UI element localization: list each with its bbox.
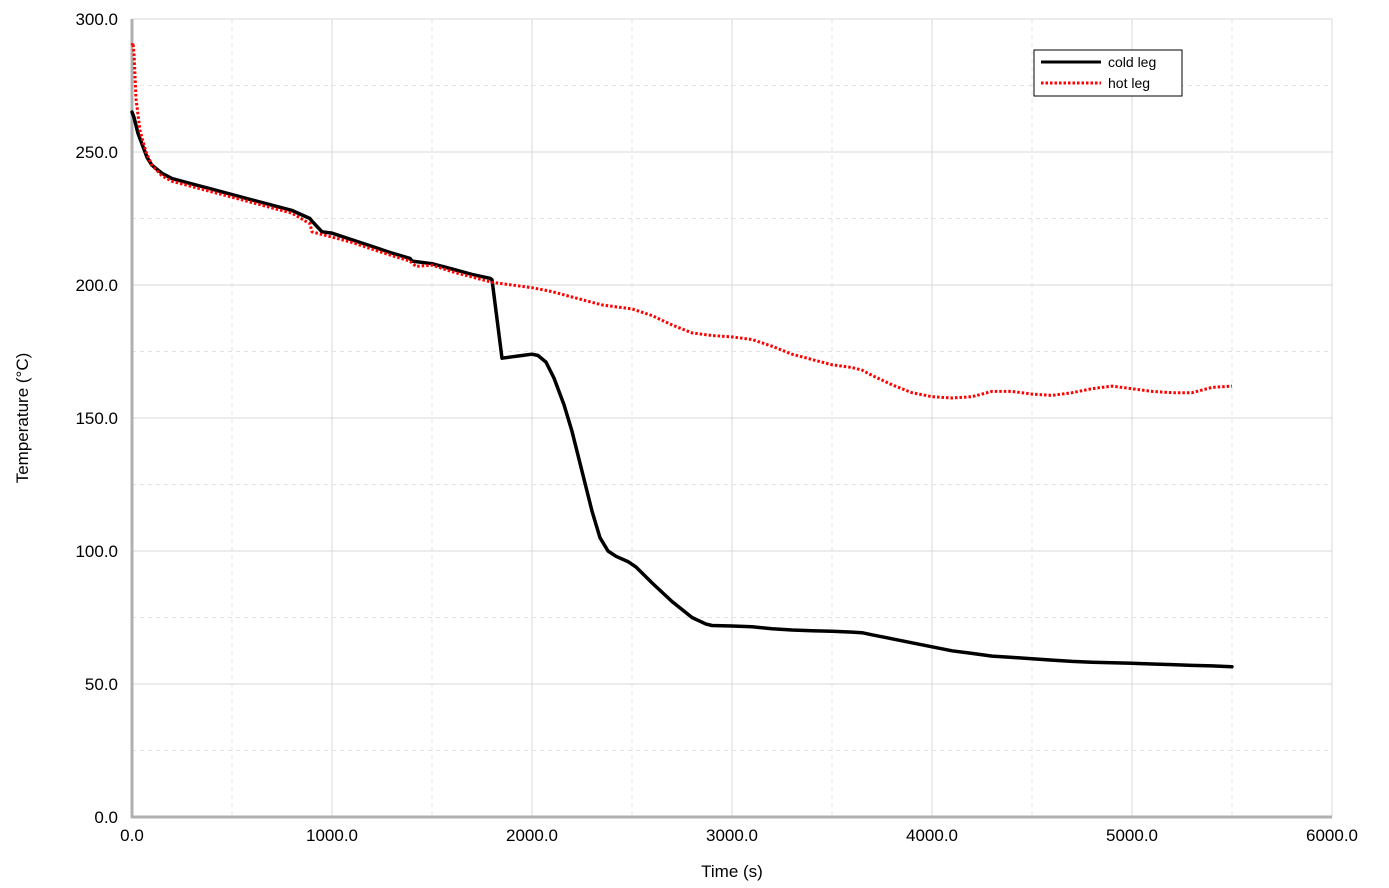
x-tick-label: 5000.0 xyxy=(1106,826,1158,845)
tick-labels: 0.0 1000.0 2000.0 3000.0 4000.0 5000.0 6000.0 0… xyxy=(75,10,1358,845)
y-tick-label: 100.0 xyxy=(75,542,118,561)
x-tick-label: 6000.0 xyxy=(1306,826,1358,845)
x-tick-label: 3000.0 xyxy=(706,826,758,845)
series-lines xyxy=(130,41,1234,669)
series-line-cold-leg xyxy=(130,110,1234,669)
y-tick-label: 150.0 xyxy=(75,409,118,428)
x-tick-label: 2000.0 xyxy=(506,826,558,845)
axes xyxy=(130,19,1332,819)
legend-label-hot-leg: hot leg xyxy=(1108,75,1150,91)
y-tick-label: 200.0 xyxy=(75,276,118,295)
x-tick-label: 1000.0 xyxy=(306,826,358,845)
legend: cold leg hot leg xyxy=(1033,49,1183,97)
grid xyxy=(132,18,1333,817)
y-tick-label: 250.0 xyxy=(75,143,118,162)
y-tick-label: 50.0 xyxy=(85,675,118,694)
legend-box xyxy=(1033,49,1183,97)
y-axis-title: Temperature (°C) xyxy=(13,353,32,484)
x-tick-label: 4000.0 xyxy=(906,826,958,845)
series-line-hot-leg xyxy=(130,41,1233,400)
x-axis-title: Time (s) xyxy=(701,862,763,881)
legend-label-cold-leg: cold leg xyxy=(1108,54,1156,70)
y-tick-label: 300.0 xyxy=(75,10,118,29)
y-tick-label: 0.0 xyxy=(94,808,118,827)
x-tick-label: 0.0 xyxy=(120,826,144,845)
